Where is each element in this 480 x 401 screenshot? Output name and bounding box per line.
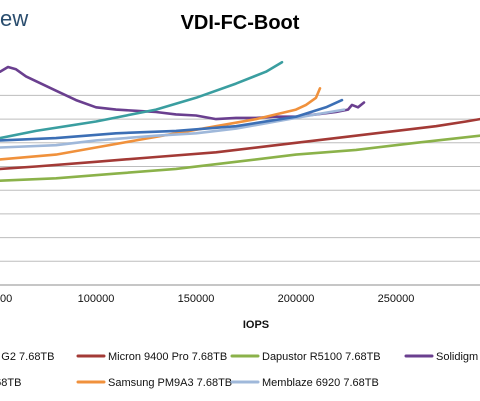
legend-label: Memblaze 6920 7.68TB xyxy=(262,377,379,389)
legend-label: Solidigm xyxy=(436,351,478,363)
series-line-0 xyxy=(0,117,480,171)
series-line-1 xyxy=(0,134,480,182)
grid-lines xyxy=(0,94,480,286)
series-lines xyxy=(0,60,480,182)
legend-label: Dapustor R5100 7.68TB xyxy=(262,351,381,363)
x-axis-title: IOPS xyxy=(243,319,269,331)
x-tick-label: 150000 xyxy=(178,293,215,305)
legend-label: Samsung PM9A3 7.68TB xyxy=(108,377,232,389)
series-line-6 xyxy=(0,98,344,142)
x-tick-label-partial: 00 xyxy=(0,293,12,305)
x-tick-label: 200000 xyxy=(278,293,315,305)
x-tick-label: 100000 xyxy=(78,293,115,305)
brand-logo-text: ew xyxy=(0,6,29,31)
series-line-3 xyxy=(0,87,322,161)
x-tick-label: 250000 xyxy=(378,293,415,305)
series-line-4 xyxy=(0,108,346,149)
legend-label: Micron 9400 Pro 7.68TB xyxy=(108,351,227,363)
chart-title: VDI-FC-Boot xyxy=(180,12,300,34)
chart-legend: 00 G2 7.68TB Micron 9400 Pro 7.68TB Dapust… xyxy=(0,351,478,389)
legend-label: 7.68TB xyxy=(0,377,21,389)
x-tick-labels: 00 100000 150000 200000 250000 xyxy=(0,293,414,305)
legend-label: 00 G2 7.68TB xyxy=(0,351,55,363)
series-line-5 xyxy=(0,60,284,140)
